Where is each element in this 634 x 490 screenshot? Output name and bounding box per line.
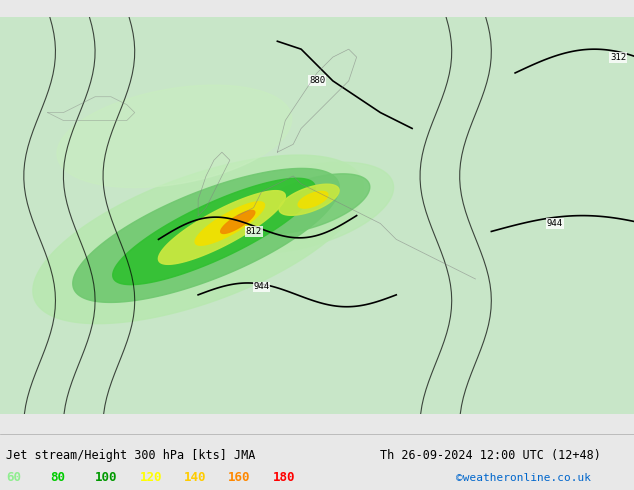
Text: 160: 160 [228, 471, 250, 484]
Polygon shape [158, 191, 285, 264]
Polygon shape [57, 85, 292, 188]
Text: Th 26-09-2024 12:00 UTC (12+48): Th 26-09-2024 12:00 UTC (12+48) [380, 449, 601, 462]
Polygon shape [279, 184, 339, 215]
Polygon shape [221, 210, 255, 233]
Polygon shape [113, 178, 315, 285]
Text: ©weatheronline.co.uk: ©weatheronline.co.uk [456, 473, 592, 483]
Text: 120: 120 [139, 471, 162, 484]
Text: 944: 944 [547, 219, 563, 228]
Text: 60: 60 [6, 471, 22, 484]
Text: 80: 80 [51, 471, 66, 484]
Text: 880: 880 [309, 76, 325, 85]
Polygon shape [73, 169, 339, 302]
Polygon shape [33, 155, 363, 324]
Polygon shape [209, 162, 394, 253]
Text: 180: 180 [273, 471, 295, 484]
Text: 312: 312 [610, 52, 626, 62]
Polygon shape [298, 192, 328, 208]
Text: 812: 812 [245, 227, 262, 236]
Polygon shape [249, 174, 370, 234]
Text: 100: 100 [95, 471, 117, 484]
Text: Jet stream/Height 300 hPa [kts] JMA: Jet stream/Height 300 hPa [kts] JMA [6, 449, 256, 462]
Text: 140: 140 [184, 471, 206, 484]
Polygon shape [195, 202, 264, 245]
Text: 944: 944 [254, 282, 269, 292]
